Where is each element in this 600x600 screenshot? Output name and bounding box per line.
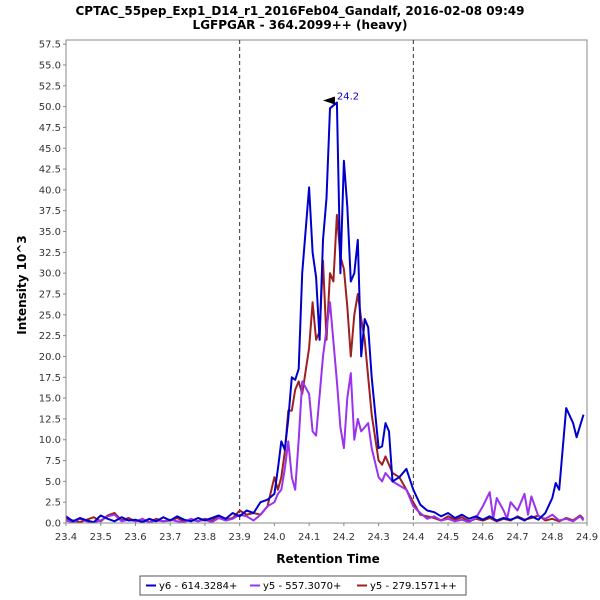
x-tick-label: 23.9	[229, 532, 251, 543]
x-tick-label: 23.5	[90, 532, 112, 543]
plot-area: 24.2	[65, 39, 588, 524]
x-tick-label: 24.9	[576, 532, 598, 543]
y-tick-label: 47.5	[39, 123, 61, 134]
y-tick-label: 10.0	[39, 435, 61, 446]
y-axis-label: Intensity 10^3	[15, 235, 29, 335]
x-tick-label: 24.2	[333, 532, 355, 543]
x-tick-label: 23.7	[159, 532, 181, 543]
y-tick-label: 52.5	[39, 81, 61, 92]
peak-arrow	[322, 96, 335, 105]
y-tick-label: 30.0	[39, 269, 61, 280]
y-tick-label: 5.0	[45, 477, 61, 488]
y-tick-label: 55.0	[39, 60, 61, 71]
y-tick-label: 57.5	[39, 40, 61, 51]
y-tick-label: 50.0	[39, 102, 61, 113]
x-tick-label: 24.4	[402, 532, 424, 543]
y-tick-label: 20.0	[39, 352, 61, 363]
chart-title: CPTAC_55pep_Exp1_D14_r1_2016Feb04_Gandal…	[75, 4, 524, 19]
y-tick-label: 17.5	[39, 373, 61, 384]
legend-label: y5 - 279.1571++	[370, 581, 457, 592]
y-tick-label: 12.5	[39, 414, 61, 425]
y-tick-label: 32.5	[39, 248, 61, 259]
y-tick-label: 15.0	[39, 394, 61, 405]
legend-frame	[139, 575, 467, 596]
y-tick-label: 0.0	[45, 519, 61, 530]
boundary-lines	[239, 40, 414, 523]
x-tick-label: 24.7	[506, 532, 528, 543]
x-tick-label: 24.3	[367, 532, 389, 543]
y-tick-label: 27.5	[39, 289, 61, 300]
x-tick-label: 23.8	[194, 532, 216, 543]
x-tick-label: 24.5	[437, 532, 459, 543]
y-tick-label: 37.5	[39, 206, 61, 217]
x-tick-label: 24.1	[298, 532, 320, 543]
peak-label: 24.2	[337, 91, 359, 102]
y-tick-label: 7.5	[45, 456, 61, 467]
x-tick-label: 24.6	[472, 532, 494, 543]
x-tick-label: 24.0	[263, 532, 285, 543]
x-tick-label: 24.8	[541, 532, 563, 543]
x-axis: 23.4 23.5 23.6 23.7 23.8 23.9 24.0 24.1 24.2 24.3…	[55, 522, 598, 543]
series-group	[65, 101, 585, 524]
y-tick-label: 25.0	[39, 310, 61, 321]
y-tick-label: 42.5	[39, 165, 61, 176]
y-tick-label: 2.5	[45, 498, 61, 509]
legend: y6 - 614.3284+ y5 - 557.3070+ y5 - 279.157…	[139, 575, 467, 596]
series-line	[65, 101, 585, 524]
y-tick-label: 45.0	[39, 144, 61, 155]
y-tick-label: 22.5	[39, 331, 61, 342]
x-tick-label: 23.6	[124, 532, 146, 543]
y-axis: 0.0 2.5 5.0 7.5 10.0 12.5 15.0 17.5 20.0 22.5 25.0…	[39, 40, 67, 530]
chart-subtitle: LGFPGAR - 364.2099++ (heavy)	[193, 18, 408, 32]
x-axis-label: Retention Time	[276, 552, 380, 566]
peak-marker: 24.2	[322, 91, 359, 105]
x-tick-label: 23.4	[55, 532, 77, 543]
plot-frame	[65, 39, 588, 524]
y-tick-label: 40.0	[39, 185, 61, 196]
y-tick-label: 35.0	[39, 227, 61, 238]
legend-label: y6 - 614.3284+	[159, 581, 237, 592]
legend-label: y5 - 557.3070+	[263, 581, 341, 592]
